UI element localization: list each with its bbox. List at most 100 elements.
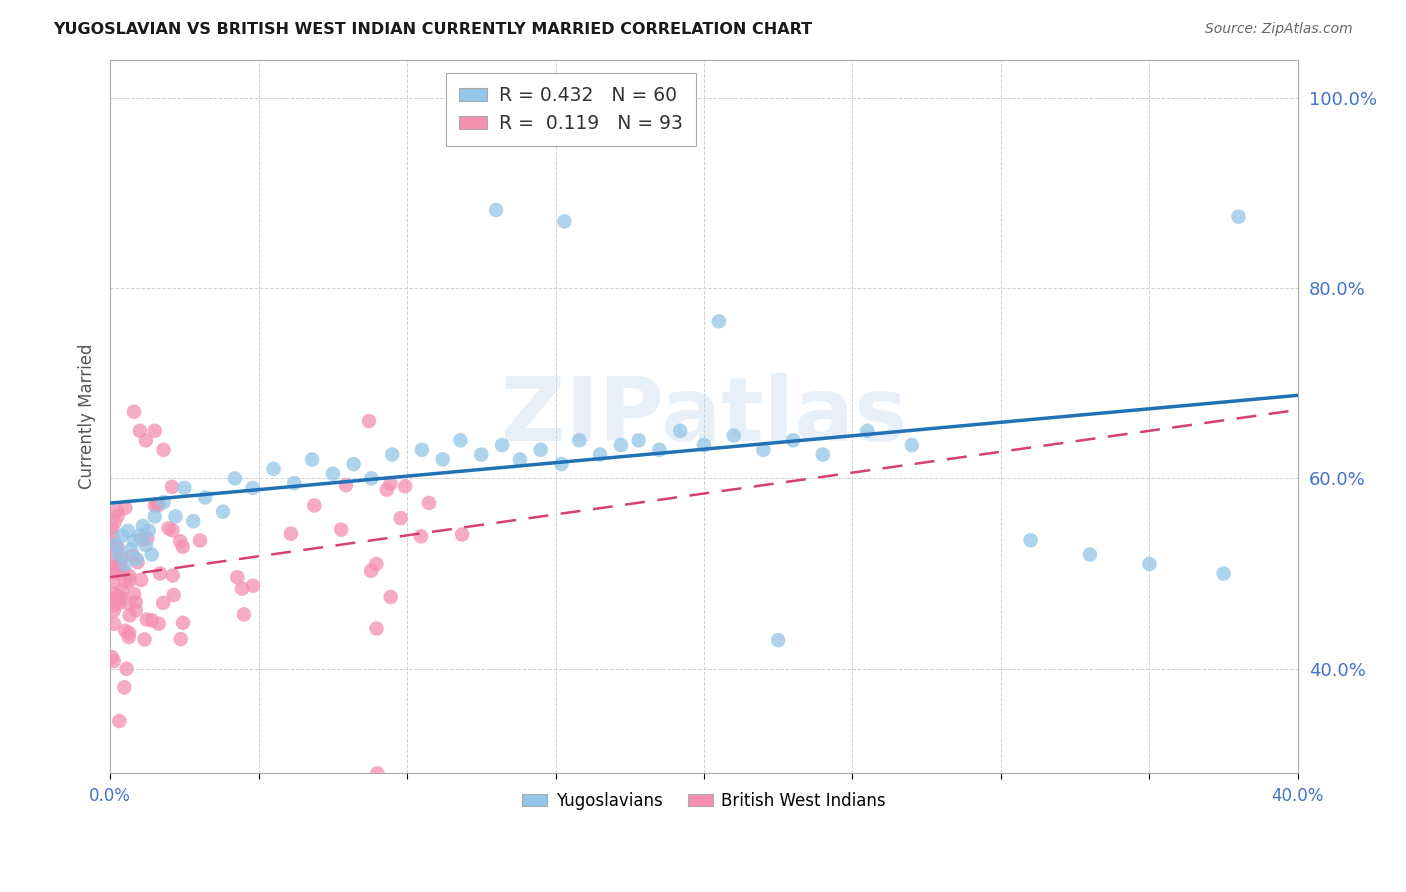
Point — [108, 548, 131, 562]
Legend: Yugoslavians, British West Indians: Yugoslavians, British West Indians — [516, 785, 893, 816]
Point — [105, 558, 128, 573]
Point — [105, 591, 128, 606]
Point — [141, 613, 163, 627]
Point — [103, 654, 125, 668]
Point — [707, 314, 730, 328]
Point — [1212, 566, 1234, 581]
Point — [108, 557, 131, 571]
Point — [111, 551, 134, 566]
Point — [242, 481, 264, 495]
Point — [118, 568, 141, 582]
Point — [114, 500, 136, 515]
Point — [589, 448, 612, 462]
Point — [143, 509, 166, 524]
Point — [280, 526, 302, 541]
Point — [117, 524, 139, 538]
Point — [173, 481, 195, 495]
Point — [231, 582, 253, 596]
Point — [131, 533, 153, 547]
Point — [610, 438, 633, 452]
Point — [366, 557, 388, 571]
Point — [226, 570, 249, 584]
Point — [169, 534, 191, 549]
Text: Source: ZipAtlas.com: Source: ZipAtlas.com — [1205, 22, 1353, 37]
Point — [693, 438, 716, 452]
Point — [381, 448, 404, 462]
Point — [485, 202, 508, 217]
Point — [304, 499, 326, 513]
Point — [122, 587, 145, 601]
Point — [330, 523, 353, 537]
Point — [143, 424, 166, 438]
Point — [162, 568, 184, 582]
Point — [114, 624, 136, 638]
Point — [181, 514, 204, 528]
Point — [194, 491, 217, 505]
Point — [283, 476, 305, 491]
Point — [101, 521, 124, 535]
Point — [108, 714, 131, 728]
Point — [530, 442, 553, 457]
Point — [170, 632, 193, 647]
Point — [101, 650, 124, 665]
Point — [138, 524, 160, 538]
Point — [550, 457, 572, 471]
Point — [110, 590, 132, 604]
Point — [394, 479, 416, 493]
Point — [104, 562, 127, 576]
Point — [768, 633, 790, 648]
Point — [111, 583, 134, 598]
Point — [107, 508, 129, 523]
Point — [104, 549, 127, 564]
Point — [152, 442, 174, 457]
Point — [451, 527, 474, 541]
Point — [1227, 210, 1250, 224]
Point — [101, 528, 124, 542]
Point — [491, 438, 513, 452]
Point — [162, 524, 184, 538]
Point — [470, 448, 492, 462]
Point — [380, 476, 402, 491]
Point — [233, 607, 256, 622]
Point — [118, 574, 141, 588]
Point — [103, 604, 125, 618]
Point — [322, 467, 344, 481]
Point — [128, 528, 150, 542]
Point — [188, 533, 211, 548]
Point — [366, 766, 388, 780]
Point — [134, 632, 156, 647]
Point — [149, 566, 172, 581]
Point — [103, 617, 125, 632]
Point — [1019, 533, 1042, 548]
Point — [118, 597, 141, 611]
Point — [619, 130, 641, 145]
Point — [103, 574, 125, 589]
Point — [450, 434, 472, 448]
Point — [152, 495, 174, 509]
Point — [128, 424, 150, 438]
Point — [172, 615, 194, 630]
Point — [389, 511, 412, 525]
Point — [568, 434, 591, 448]
Point — [122, 533, 145, 548]
Point — [107, 594, 129, 608]
Point — [224, 471, 246, 485]
Point — [115, 662, 138, 676]
Point — [118, 626, 141, 640]
Point — [118, 630, 141, 644]
Point — [509, 452, 531, 467]
Point — [146, 497, 169, 511]
Point — [418, 496, 440, 510]
Point — [141, 548, 163, 562]
Point — [148, 616, 170, 631]
Point — [127, 555, 149, 569]
Point — [120, 542, 142, 557]
Point — [148, 498, 170, 512]
Point — [112, 681, 135, 695]
Point — [105, 566, 128, 581]
Point — [111, 528, 134, 542]
Point — [105, 503, 128, 517]
Point — [103, 537, 125, 551]
Text: YUGOSLAVIAN VS BRITISH WEST INDIAN CURRENTLY MARRIED CORRELATION CHART: YUGOSLAVIAN VS BRITISH WEST INDIAN CURRE… — [53, 22, 813, 37]
Point — [105, 540, 128, 554]
